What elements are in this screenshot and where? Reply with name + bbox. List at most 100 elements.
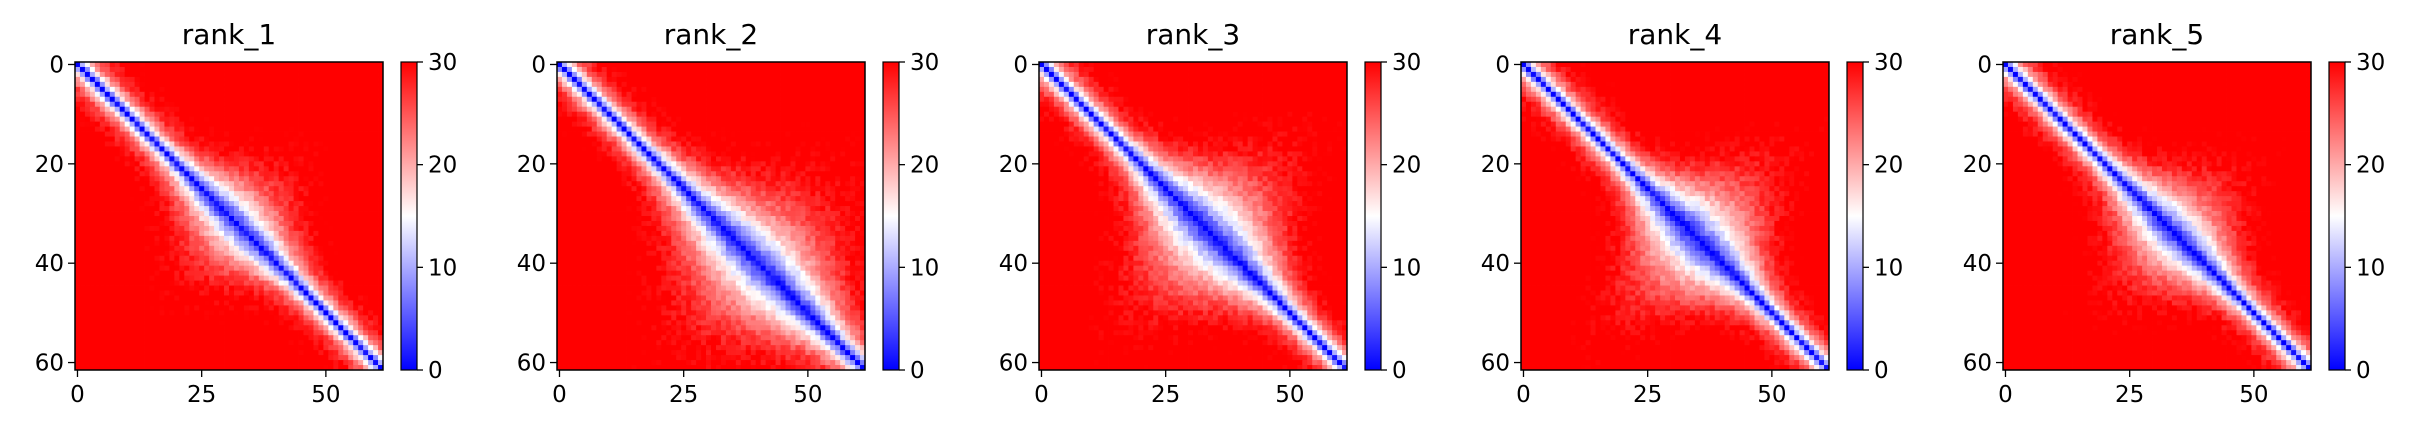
heatmap-cell [224, 335, 229, 340]
heatmap-cell [80, 310, 85, 315]
heatmap-cell [274, 241, 279, 246]
heatmap-cell [358, 315, 363, 320]
heatmap-cell [368, 355, 373, 360]
heatmap-cell [204, 176, 209, 181]
heatmap-cell [80, 251, 85, 256]
heatmap-cell [239, 122, 244, 127]
heatmap-cell [597, 137, 602, 142]
heatmap-cell [164, 67, 169, 72]
heatmap-cell [323, 112, 328, 117]
heatmap-cell [150, 191, 155, 196]
heatmap-cell [184, 132, 189, 137]
heatmap-cell [815, 141, 820, 146]
heatmap-cell [363, 246, 368, 251]
heatmap-cell [214, 181, 219, 186]
heatmap-cell [159, 211, 164, 216]
heatmap-cell [343, 127, 348, 132]
heatmap-cell [204, 72, 209, 77]
heatmap-cell [169, 127, 174, 132]
heatmap-cell [656, 77, 661, 82]
heatmap-cell [333, 355, 338, 360]
heatmap-cell [850, 107, 855, 112]
heatmap-cell [294, 201, 299, 206]
heatmap-cell [95, 166, 100, 171]
heatmap-cell [289, 141, 294, 146]
heatmap-cell [313, 201, 318, 206]
heatmap-cell [353, 156, 358, 161]
heatmap-cell [323, 256, 328, 261]
heatmap-cell [75, 211, 80, 216]
heatmap-cell [279, 117, 284, 122]
heatmap-cell [363, 137, 368, 142]
heatmap-cell [269, 251, 274, 256]
heatmap-cell [299, 151, 304, 156]
heatmap-cell [179, 355, 184, 360]
heatmap-cell [90, 127, 95, 132]
heatmap-cell [771, 127, 776, 132]
heatmap-cell [308, 340, 313, 345]
heatmap-cell [234, 191, 239, 196]
heatmap-cell [249, 82, 254, 87]
heatmap-cell [85, 360, 90, 365]
heatmap-cell [279, 122, 284, 127]
heatmap-cell [110, 191, 115, 196]
heatmap-cell [294, 300, 299, 305]
heatmap-cell [189, 196, 194, 201]
heatmap-cell [214, 300, 219, 305]
heatmap-cell [259, 161, 264, 166]
heatmap-cell [289, 251, 294, 256]
heatmap-cell [636, 137, 641, 142]
heatmap-cell [130, 181, 135, 186]
heatmap-cell [95, 107, 100, 112]
heatmap-cell [105, 246, 110, 251]
heatmap-cell [711, 82, 716, 87]
y-tick-label: 0 [49, 52, 64, 78]
heatmap-cell [313, 226, 318, 231]
heatmap-cell [363, 176, 368, 181]
heatmap-cell [254, 315, 259, 320]
heatmap-cell [294, 132, 299, 137]
heatmap-cell [790, 102, 795, 107]
heatmap-cell [289, 117, 294, 122]
heatmap-cell [323, 276, 328, 281]
heatmap-cell [716, 117, 721, 122]
heatmap-cell [607, 102, 612, 107]
heatmap-cell [284, 216, 289, 221]
heatmap-cell [592, 67, 597, 72]
heatmap-cell [358, 186, 363, 191]
heatmap-cell [75, 92, 80, 97]
heatmap-cell [254, 132, 259, 137]
heatmap-cell [358, 231, 363, 236]
heatmap-cell [358, 92, 363, 97]
heatmap-cell [95, 256, 100, 261]
heatmap-cell [264, 271, 269, 276]
heatmap-cell [164, 196, 169, 201]
heatmap-cell [328, 191, 333, 196]
heatmap-cell [229, 305, 234, 310]
heatmap-cell [159, 350, 164, 355]
heatmap-cell [239, 141, 244, 146]
heatmap-cell [338, 67, 343, 72]
heatmap-cell [338, 191, 343, 196]
heatmap-cell [333, 97, 338, 102]
heatmap-cell [368, 181, 373, 186]
heatmap-cell [75, 102, 80, 107]
heatmap-cell [373, 112, 378, 117]
heatmap-cell [150, 102, 155, 107]
heatmap-cell [726, 117, 731, 122]
heatmap-cell [721, 92, 726, 97]
heatmap-cell [110, 151, 115, 156]
heatmap-cell [105, 62, 110, 67]
heatmap-cell [835, 127, 840, 132]
heatmap-cell [274, 256, 279, 261]
heatmap-cell [164, 291, 169, 296]
heatmap-cell [577, 146, 582, 151]
heatmap-cell [194, 141, 199, 146]
heatmap-cell [95, 276, 100, 281]
heatmap-cell [279, 261, 284, 266]
heatmap-cell [304, 87, 309, 92]
heatmap-cell [323, 191, 328, 196]
heatmap-cell [582, 141, 587, 146]
heatmap-cell [646, 146, 651, 151]
heatmap-cell [736, 97, 741, 102]
